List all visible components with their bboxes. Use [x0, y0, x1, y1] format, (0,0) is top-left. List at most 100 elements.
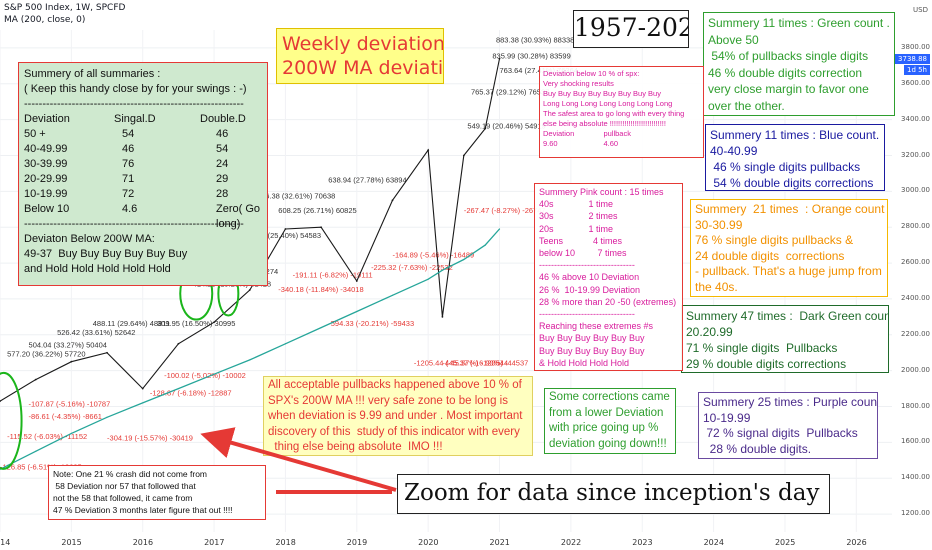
summary-title-1: Summery of all summaries :	[24, 68, 161, 80]
y-tick-label: 1400.00	[901, 473, 930, 482]
crash-note-box: Note: One 21 % crash did not come from 5…	[48, 465, 266, 520]
weekly-title-2: 200W MA deviation.	[282, 57, 444, 79]
summary-all-box: Summery of all summaries : ( Keep this h…	[18, 62, 268, 286]
summary-cell-dev: 50 +	[24, 128, 46, 140]
years-box: 1957-2020	[573, 10, 689, 48]
blue-line-1: Summery 11 times : Blue count.	[710, 128, 880, 142]
corrections-line-4: deviation going down!!!	[549, 437, 667, 450]
acceptable-line-1: All acceptable pullbacks happened above …	[268, 379, 522, 391]
x-tick-label: 2016	[132, 538, 154, 547]
drawdown-label: -115.52 (-6.03%) -11152	[7, 432, 87, 441]
pink-line-3: 30s 2 times	[539, 211, 618, 222]
y-tick-label: 1600.00	[901, 437, 930, 446]
rally-label: 504.04 (33.27%) 50404	[29, 340, 107, 349]
summary-cell-double: 54	[216, 143, 229, 155]
ma-point	[106, 416, 108, 418]
pink-line-12: Buy Buy Buy Buy Buy Buy	[539, 345, 645, 356]
green-line-4: 46 % double digits correction	[708, 65, 863, 80]
summary-divider-2: ----------------------------------------…	[24, 218, 244, 230]
price-point	[391, 199, 394, 202]
devbelow-line-3: Buy Buy Buy Buy Buy Buy Buy Buy	[543, 89, 661, 98]
pink-summary-box: Summery Pink count : 15 times 40s 1 time…	[534, 183, 683, 371]
years-label: 1957-2020	[574, 13, 688, 42]
x-tick-label: 2024	[703, 538, 724, 547]
ma-point	[249, 359, 251, 361]
currency-label: USD	[913, 6, 928, 14]
summary-divider: ----------------------------------------…	[24, 98, 244, 110]
series-lines	[0, 57, 501, 470]
orange-line-5: - pullback. That's a huge jump from	[695, 264, 882, 278]
drawdown-label: -340.18 (-11.84%) -34018	[278, 285, 363, 294]
summary-cell-double: Zero( Go long)	[216, 203, 261, 230]
summary-row: 30-39.99 76 24	[24, 157, 262, 172]
summary-cell-single: 72	[122, 188, 135, 200]
pink-line-10: Reaching these extremes #s	[539, 321, 654, 332]
ma-point	[320, 327, 322, 329]
below-line-2: and Hold Hold Hold Hold Hold	[24, 263, 171, 275]
rally-label: 608.25 (26.71%) 60825	[278, 206, 356, 215]
devbelow-line-8: 9.60 4.60	[543, 139, 619, 148]
summary-row: 50 + 54 46	[24, 127, 262, 142]
summary-cell-single: 71	[122, 173, 135, 185]
drawdown-label: -164.89 (-5.46%) -16489	[392, 251, 474, 260]
col-single: Singal.D	[114, 113, 156, 125]
darkgreen-line-3: 71 % single digits Pullbacks	[686, 341, 838, 355]
y-tick-label: 1800.00	[901, 401, 930, 410]
x-tick-label: 2020	[418, 538, 439, 547]
devbelow-line-1: Deviation below 10 % of spx:	[543, 69, 640, 78]
weekly-title-box: Weekly deviation 200W MA deviation.	[276, 28, 444, 84]
drawdown-label: -128.87 (-6.18%) -12887	[150, 389, 232, 398]
summary-cell-single: 46	[122, 143, 135, 155]
pink-divider-2: --------------------------------	[539, 309, 635, 320]
x-tick-label: 2023	[632, 538, 653, 547]
rally-label: 765.37 (29.12%) 76537	[471, 88, 549, 97]
x-tick-label: 2018	[275, 538, 296, 547]
ma-point	[70, 432, 72, 434]
acceptable-line-2: SPX's 200W MA !!! very safe zone to be l…	[268, 394, 508, 407]
ma-point	[427, 278, 429, 280]
rally-label: 883.38 (30.93%) 88338	[496, 36, 574, 45]
summary-row: 10-19.99 72 28	[24, 187, 262, 202]
rally-label: 526.42 (33.61%) 52642	[57, 328, 135, 337]
crash-line-1: Note: One 21 % crash did not come from	[53, 469, 208, 479]
symbol-line: S&P 500 Index, 1W, SPCFD	[4, 3, 126, 13]
acceptable-line-3: when deviation is 9.99 and under . Most …	[268, 410, 523, 422]
orange-line-1: Summery 21 times : Orange count	[695, 202, 885, 216]
price-point	[484, 127, 487, 130]
darkgreen-line-4: 29 % double digits corrections	[686, 357, 847, 371]
pink-line-5: Teens 4 times	[539, 235, 623, 246]
acceptable-line-4: discovery of this study of this indicato…	[268, 425, 520, 438]
green-summary-box: Summery 11 times : Green count . Above 5…	[703, 12, 895, 116]
summary-row: 20-29.99 71 29	[24, 172, 262, 187]
x-tick-label: 2015	[61, 538, 82, 547]
y-tick-label: 2400.00	[901, 293, 930, 302]
y-tick-label: 1200.00	[901, 509, 930, 518]
darkgreen-summary-box: Summery 47 times : Dark Green count 20.2…	[681, 305, 889, 373]
green-line-3: 54% of pullbacks single digits	[708, 49, 869, 63]
darkgreen-line-2: 20.20.99	[686, 325, 733, 339]
price-point	[141, 387, 144, 390]
x-tick-label: 2014	[0, 538, 11, 547]
pink-divider-1: --------------------------------	[539, 260, 635, 271]
pink-line-9: 28 % more than 20 -50 (extremes)	[539, 296, 677, 307]
indicator-line: MA (200, close, 0)	[4, 15, 86, 25]
y-tick-label: 3600.00	[901, 78, 930, 87]
price-point	[106, 351, 108, 354]
summary-cell-single: 54	[122, 128, 135, 140]
rally-label: 763.64 (27.41%) 76364	[500, 66, 578, 75]
blue-line-3: 46 % single digits pullbacks	[710, 160, 861, 174]
weekly-title-1: Weekly deviation	[282, 33, 444, 55]
ma-point	[484, 244, 486, 246]
devbelow-line-7: Deviation pullback	[543, 129, 631, 138]
drawdown-label: -594.33 (-20.21%) -59433	[328, 319, 414, 328]
devbelow-line-6: else being absolute !!!!!!!!!!!!!!!!!!!!…	[543, 119, 666, 128]
acceptable-box: All acceptable pullbacks happened above …	[263, 376, 533, 456]
summary-cell-dev: 20-29.99	[24, 173, 68, 185]
blue-summary-box: Summery 11 times : Blue count. 40-40.99 …	[705, 124, 885, 191]
purple-line-1: Summery 25 times : Purple count	[703, 395, 878, 409]
last-price-tag: 3738.88	[895, 54, 930, 64]
zoom-note-text: Zoom for data since inception's day 1957	[404, 480, 829, 506]
drawdown-label: -191.11 (-6.82%) -19111	[293, 270, 373, 279]
devbelow-line-2: Very shocking results	[543, 79, 614, 88]
y-tick-label: 2600.00	[901, 258, 930, 267]
